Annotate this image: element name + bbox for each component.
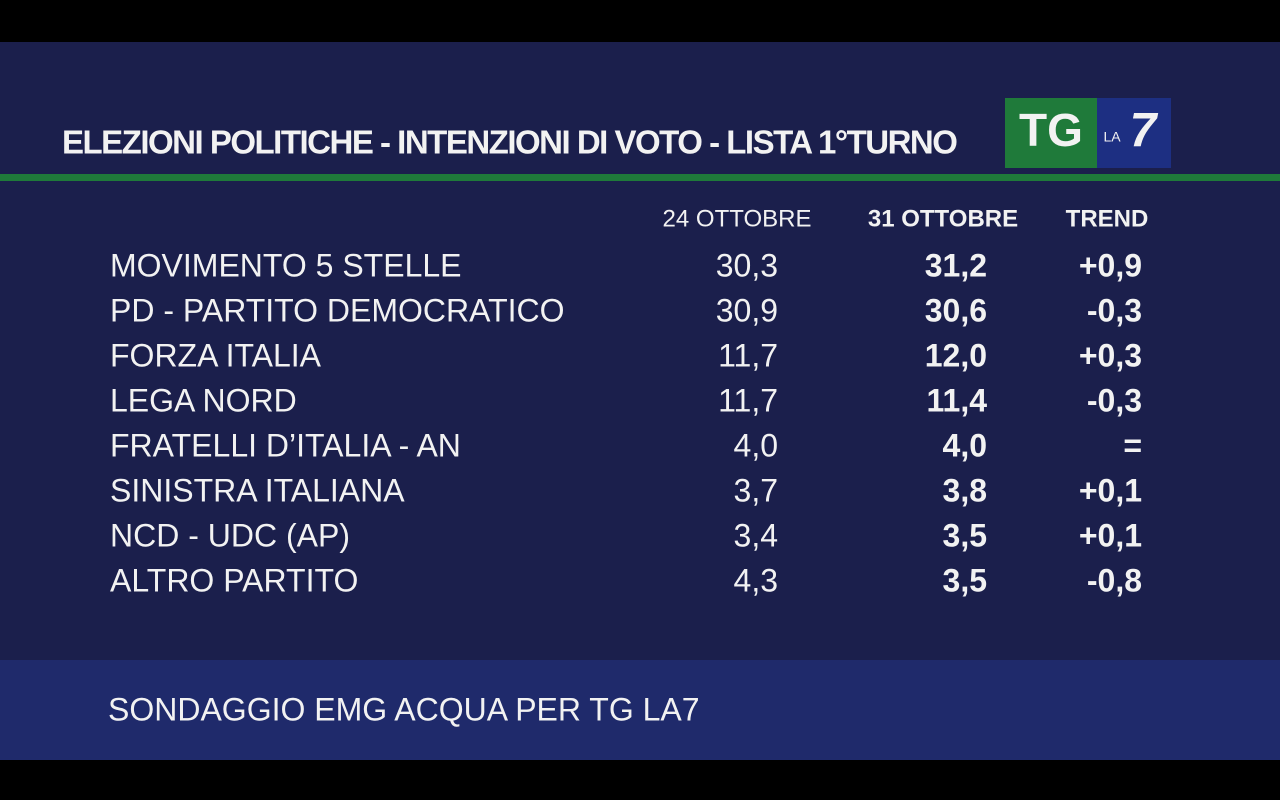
table-cell: = — [1123, 427, 1142, 463]
table-cell: 11,7 — [718, 337, 778, 373]
table-cell: 11,4 — [926, 382, 987, 418]
table-cell: 11,7 — [718, 382, 778, 418]
party-name: LEGA NORD — [110, 382, 297, 418]
footer-band — [0, 660, 1280, 760]
table-cell: +0,9 — [1079, 247, 1142, 283]
table-cell: -0,3 — [1087, 292, 1142, 328]
table-cell: 3,8 — [943, 472, 987, 508]
logo: TG LA 7 — [1005, 98, 1171, 168]
table-cell: 12,0 — [925, 337, 987, 373]
table-cell: 30,9 — [716, 292, 778, 328]
table-cell: -0,3 — [1087, 382, 1142, 418]
green-rule — [0, 174, 1280, 181]
table-cell: +0,1 — [1079, 472, 1142, 508]
footer-source: SONDAGGIO EMG ACQUA PER TG LA7 — [108, 691, 700, 727]
column-header: 31 OTTOBRE — [868, 205, 1018, 232]
table-cell: 30,6 — [925, 292, 987, 328]
table-cell: 31,2 — [925, 247, 987, 283]
table-cell: 4,3 — [734, 562, 778, 598]
table-cell: 30,3 — [716, 247, 778, 283]
logo-la: LA — [1103, 129, 1121, 145]
party-name: PD - PARTITO DEMOCRATICO — [110, 292, 565, 328]
table-cell: +0,3 — [1079, 337, 1142, 373]
party-name: FRATELLI D’ITALIA - AN — [110, 427, 461, 463]
logo-tg: TG — [1019, 104, 1083, 156]
logo-green — [1005, 98, 1097, 168]
table-cell: -0,8 — [1087, 562, 1142, 598]
table-cell: 4,0 — [734, 427, 778, 463]
table-cell: 3,4 — [734, 517, 778, 553]
logo-blue — [1097, 98, 1171, 168]
party-name: SINISTRA ITALIANA — [110, 472, 405, 508]
party-name: FORZA ITALIA — [110, 337, 322, 373]
table-cell: 3,5 — [943, 562, 987, 598]
table-cell: 4,0 — [943, 427, 987, 463]
party-name: NCD - UDC (AP) — [110, 517, 350, 553]
party-name: ALTRO PARTITO — [110, 562, 358, 598]
table-cell: +0,1 — [1079, 517, 1142, 553]
title: ELEZIONI POLITICHE - INTENZIONI DI VOTO … — [62, 124, 957, 161]
logo-seven: 7 — [1130, 105, 1159, 158]
column-header: 24 OTTOBRE — [663, 205, 812, 232]
party-name: MOVIMENTO 5 STELLE — [110, 247, 462, 283]
table-cell: 3,7 — [734, 472, 778, 508]
table-cell: 3,5 — [943, 517, 987, 553]
column-header: TREND — [1066, 205, 1149, 232]
